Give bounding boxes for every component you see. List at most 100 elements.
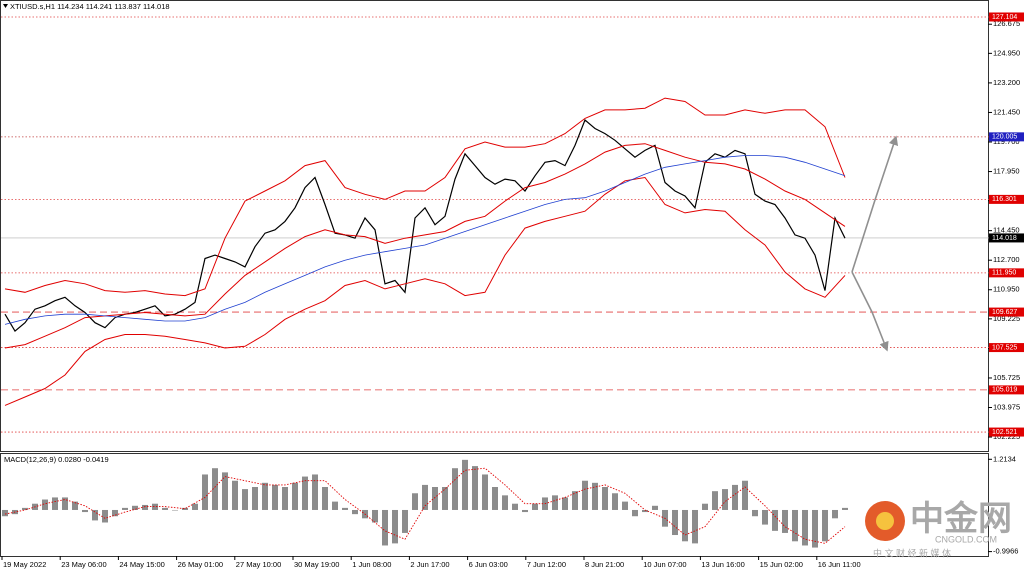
y-tick-label: 114.450 xyxy=(993,226,1020,235)
level-tag xyxy=(989,427,1024,437)
x-tick-label: 19 May 2022 xyxy=(3,560,46,569)
macd-bar xyxy=(752,509,758,517)
macd-bar xyxy=(302,476,308,510)
macd-bar xyxy=(262,482,268,510)
macd-bar xyxy=(732,484,738,510)
macd-bar xyxy=(162,507,168,510)
y-tick-label: 109.225 xyxy=(993,314,1020,323)
signal-line xyxy=(4,467,846,544)
macd-bar xyxy=(132,505,138,510)
macd-bar xyxy=(762,509,768,525)
macd-bar xyxy=(392,509,398,544)
macd-bar xyxy=(142,504,148,510)
price-frame xyxy=(0,0,989,452)
macd-bar xyxy=(812,509,818,548)
x-tick-label: 7 Jun 12:00 xyxy=(527,560,566,569)
series-line xyxy=(4,176,846,406)
macd-bar xyxy=(642,509,648,513)
brand: 中金网 xyxy=(910,499,1012,538)
macd-bar xyxy=(212,468,218,510)
macd-bar xyxy=(512,503,518,510)
macd-bar xyxy=(442,486,448,510)
macd-bar xyxy=(282,486,288,510)
macd-bar xyxy=(62,497,68,510)
macd-bar xyxy=(452,468,458,510)
level-label: 120.005 xyxy=(992,134,1017,141)
macd-bar xyxy=(412,493,418,510)
macd-bar xyxy=(122,507,128,510)
macd-bar xyxy=(272,484,278,510)
level-label: 111.950 xyxy=(992,270,1016,277)
macd-bar xyxy=(772,509,778,531)
x-tick-label: 13 Jun 16:00 xyxy=(701,560,744,569)
y-tick-label: 123.200 xyxy=(993,78,1020,87)
macd-bar xyxy=(332,501,338,510)
macd-bar xyxy=(432,486,438,510)
macd-bar xyxy=(382,509,388,546)
level-label: 109.627 xyxy=(992,309,1017,316)
macd-bar xyxy=(152,503,158,510)
macd-bar xyxy=(352,509,358,515)
macd-bar xyxy=(842,507,848,510)
level-label: 102.521 xyxy=(992,429,1017,436)
macd-bar xyxy=(292,482,298,510)
level-label: 107.525 xyxy=(992,344,1017,351)
x-tick-label: 16 Jun 11:00 xyxy=(818,560,861,569)
level-tag xyxy=(989,307,1024,317)
macd-bar xyxy=(682,509,688,542)
macd-bar xyxy=(192,503,198,510)
y-tick-label: 124.950 xyxy=(993,48,1020,57)
macd-bar xyxy=(42,499,48,510)
macd-bar xyxy=(322,486,328,510)
x-tick-label: 24 May 15:00 xyxy=(119,560,164,569)
macd-bar xyxy=(802,509,808,546)
y-tick-label: 1.2134 xyxy=(993,454,1016,463)
macd-bar xyxy=(462,459,468,510)
forecast-down-arrow xyxy=(851,271,889,352)
macd-bar xyxy=(312,474,318,510)
level-label: 116.301 xyxy=(992,196,1017,203)
macd-bar xyxy=(222,472,228,510)
macd-bar xyxy=(482,474,488,510)
symbol-info: XTIUSD.s,H1 114.234 114.241 113.837 114.… xyxy=(10,2,170,11)
macd-bar xyxy=(182,507,188,510)
y-tick-label: -0.9966 xyxy=(993,547,1018,556)
macd-bar xyxy=(602,486,608,510)
macd-bar xyxy=(492,486,498,510)
watermark: 中金网 CNGOLD.COM 中 文 财 经 新 媒 体 xyxy=(865,499,1012,558)
y-tick-label: 119.700 xyxy=(993,137,1020,146)
macd-bar xyxy=(632,509,638,517)
macd-bar xyxy=(592,482,598,510)
macd-bar xyxy=(572,491,578,510)
y-tick-label: 105.725 xyxy=(993,373,1020,382)
x-tick-label: 1 Jun 08:00 xyxy=(352,560,391,569)
macd-bar xyxy=(692,509,698,544)
x-tick-label: 15 Jun 02:00 xyxy=(760,560,803,569)
level-tag xyxy=(989,12,1024,22)
site: CNGOLD.COM xyxy=(935,534,997,544)
macd-bar xyxy=(532,503,538,510)
x-tick-label: 26 May 01:00 xyxy=(178,560,223,569)
slogan: 中 文 财 经 新 媒 体 xyxy=(873,547,951,558)
y-tick-label: 121.450 xyxy=(993,107,1020,116)
macd-bar xyxy=(622,501,628,510)
macd-bar xyxy=(202,474,208,510)
x-tick-label: 27 May 10:00 xyxy=(236,560,281,569)
macd-bar xyxy=(82,509,88,513)
y-tick-label: 110.950 xyxy=(993,285,1020,294)
macd-bar xyxy=(502,495,508,510)
macd-bar xyxy=(242,489,248,510)
level-label: 105.019 xyxy=(992,387,1017,394)
macd-bar xyxy=(792,509,798,542)
x-tick-label: 30 May 19:00 xyxy=(294,560,339,569)
macd-bar xyxy=(422,484,428,510)
macd-bar xyxy=(822,509,828,542)
series-line xyxy=(4,143,846,349)
macd-bar xyxy=(112,509,118,517)
macd-bar xyxy=(552,495,558,510)
macd-bar xyxy=(372,509,378,523)
macd-bar xyxy=(172,509,178,511)
macd-bar xyxy=(582,480,588,510)
macd-frame xyxy=(0,453,989,557)
